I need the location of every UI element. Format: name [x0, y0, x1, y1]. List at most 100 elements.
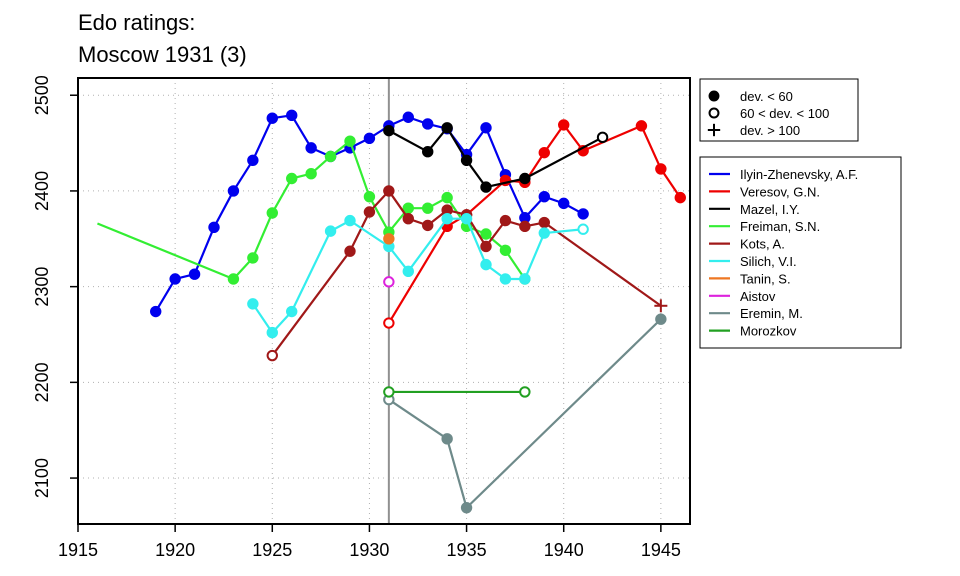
data-point: [286, 109, 298, 122]
data-point: [169, 273, 181, 285]
data-point: [460, 212, 473, 225]
x-tick-label: 1935: [447, 540, 487, 560]
series-9: [383, 313, 667, 514]
data-point: [558, 197, 570, 210]
x-tick-label: 1930: [349, 540, 389, 560]
data-point: [538, 146, 550, 159]
y-tick-label: 2500: [32, 75, 52, 115]
series-legend-label: Eremin, M.: [740, 306, 803, 321]
series-line: [97, 140, 526, 281]
y-tick-label: 2300: [32, 267, 52, 307]
series-legend-label: Mazel, I.Y.: [740, 202, 800, 217]
data-point: [422, 219, 434, 232]
data-point: [674, 191, 686, 204]
x-tick-label: 1925: [252, 540, 292, 560]
data-point: [499, 244, 512, 256]
chart-title-line-1: Edo ratings:: [78, 10, 195, 35]
data-point: [344, 245, 356, 257]
data-point: [247, 252, 259, 264]
marker-legend-symbol: [708, 90, 720, 102]
data-point: [460, 154, 473, 167]
series-legend-label: Tanin, S.: [740, 271, 791, 286]
series-8: [383, 276, 395, 288]
data-point: [383, 185, 395, 197]
data-point: [266, 326, 278, 339]
data-point: [655, 163, 667, 175]
series-3: [383, 122, 609, 193]
data-point: [344, 135, 356, 147]
data-point: [402, 111, 414, 123]
data-point: [422, 118, 434, 130]
data-point: [402, 212, 414, 225]
marker-legend: dev. < 60 60 < dev. < 100 dev. > 100: [699, 78, 859, 142]
data-point: [480, 122, 492, 134]
data-point: [363, 206, 376, 218]
x-tick-label: 1920: [155, 540, 195, 560]
chart-title-line-2: Moscow 1931 (3): [78, 42, 247, 67]
data-point: [460, 502, 473, 514]
data-point: [247, 154, 259, 167]
data-point: [480, 240, 492, 253]
x-tick-label: 1945: [641, 540, 681, 560]
series-layer: [97, 109, 686, 514]
data-point: [499, 214, 512, 227]
data-point: [324, 225, 337, 237]
data-point: [519, 386, 531, 398]
data-point: [480, 228, 492, 240]
data-point: [441, 122, 453, 134]
series-line: [388, 126, 604, 189]
series-4: [97, 135, 531, 285]
data-point: [383, 276, 395, 288]
data-point: [383, 124, 395, 137]
data-point: [227, 185, 240, 197]
data-point: [499, 273, 512, 285]
data-point: [558, 119, 570, 131]
marker-legend-label: dev. > 100: [740, 123, 800, 138]
series-legend-label: Ilyin-Zhenevsky, A.F.: [740, 167, 858, 182]
data-point: [422, 145, 434, 158]
x-tick-label: 1940: [544, 540, 584, 560]
series-legend-label: Silich, V.I.: [740, 254, 797, 269]
data-point: [480, 181, 492, 193]
data-point: [324, 150, 337, 163]
data-point: [577, 208, 589, 220]
series-6: [247, 212, 589, 339]
series-legend-label: Aistov: [740, 289, 776, 304]
data-point: [266, 112, 278, 124]
data-point: [441, 191, 453, 204]
data-point: [635, 120, 648, 132]
data-point: [654, 299, 668, 313]
series-line: [388, 318, 662, 509]
y-tick-label: 2200: [32, 362, 52, 402]
marker-legend-box: [699, 78, 859, 142]
data-point: [363, 132, 376, 144]
data-point: [150, 305, 162, 318]
series-5: [266, 185, 668, 362]
data-point: [286, 305, 298, 318]
series-legend-label: Kots, A.: [740, 237, 785, 252]
data-point: [286, 172, 298, 185]
data-point: [596, 131, 609, 144]
data-point: [441, 212, 453, 225]
data-point: [538, 227, 550, 239]
series-legend-label: Freiman, S.N.: [740, 219, 820, 234]
data-point: [227, 273, 240, 285]
data-point: [266, 349, 278, 362]
data-point: [363, 190, 376, 203]
data-point: [519, 273, 531, 285]
data-point: [422, 202, 434, 214]
marker-legend-symbol: [708, 107, 720, 119]
data-point: [402, 265, 414, 278]
data-point: [655, 313, 667, 325]
data-point: [188, 268, 201, 280]
series-legend-label: Morozkov: [740, 324, 797, 339]
plot-frame: [77, 77, 691, 525]
data-point: [519, 172, 531, 185]
data-point: [383, 233, 395, 245]
marker-legend-symbol: [707, 123, 721, 137]
series-10: [383, 386, 531, 398]
y-tick-label: 2100: [32, 458, 52, 498]
series-legend-label: Veresov, G.N.: [740, 184, 820, 199]
data-point: [577, 223, 589, 235]
